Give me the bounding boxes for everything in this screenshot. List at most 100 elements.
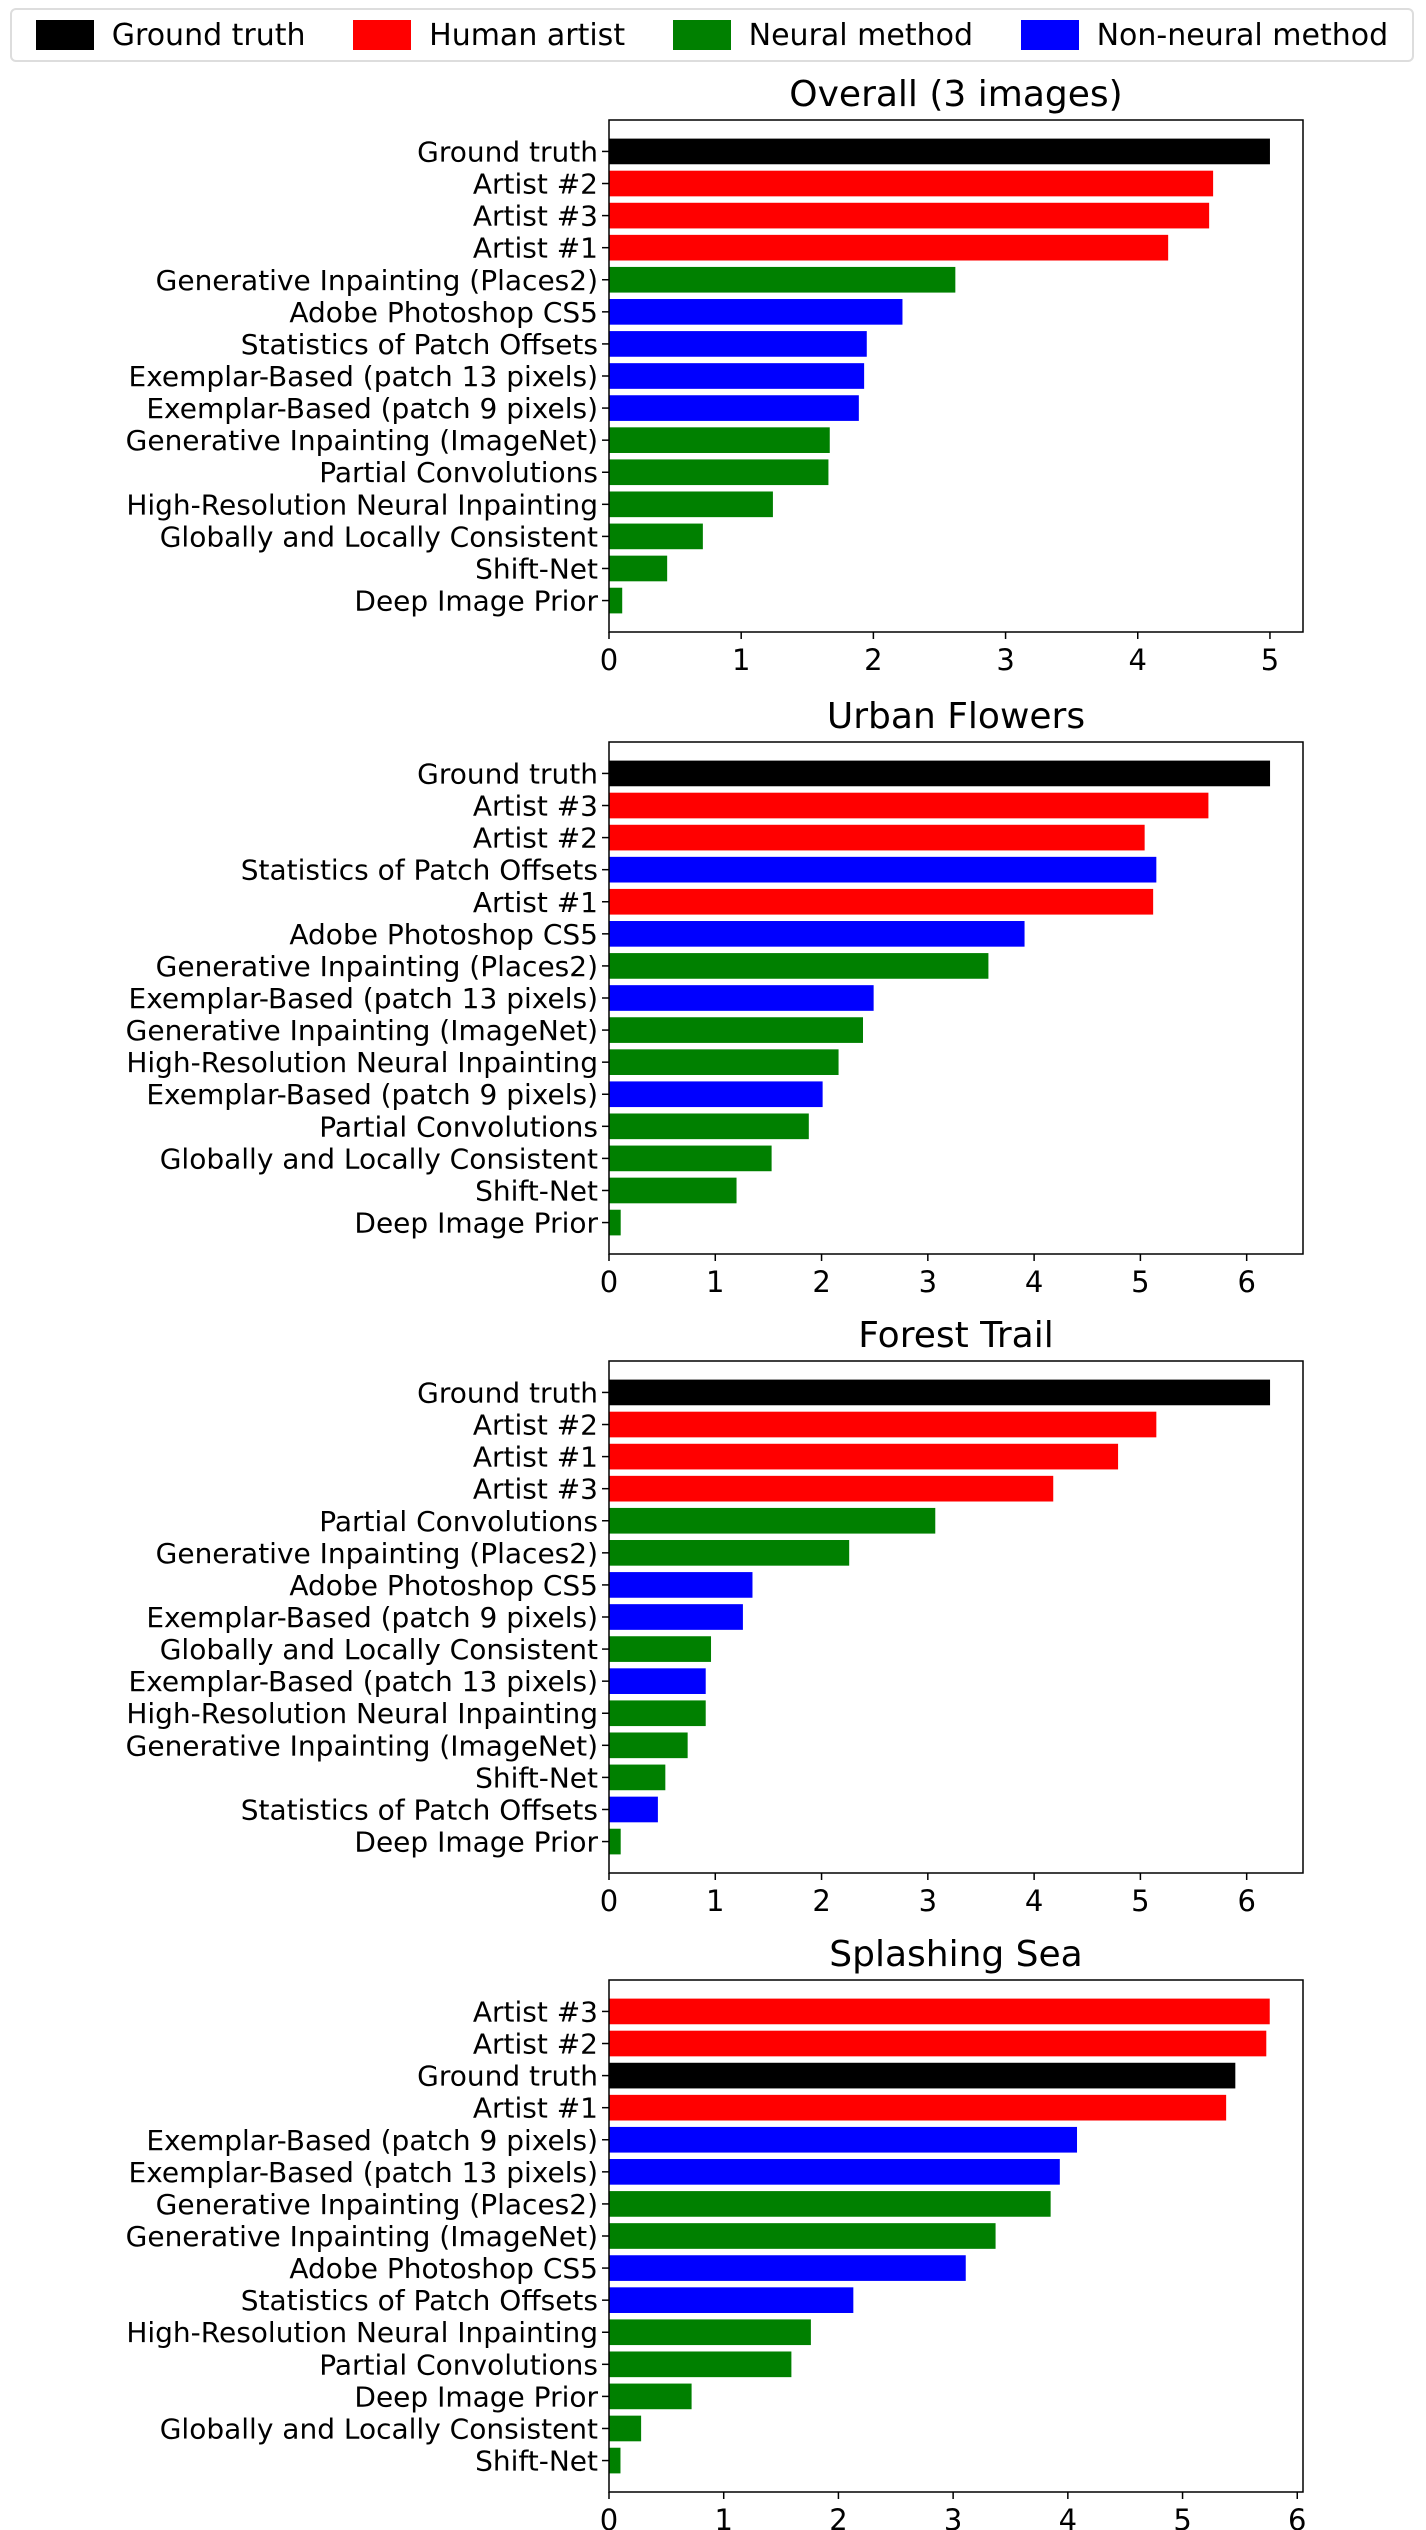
chart-title: Splashing Sea bbox=[829, 1934, 1083, 1975]
bar bbox=[609, 1379, 1271, 1406]
legend-label: Non-neural method bbox=[1096, 17, 1389, 53]
y-tick-label: Exemplar-Based (patch 13 pixels) bbox=[129, 2156, 598, 2189]
bar bbox=[609, 1668, 706, 1694]
bar bbox=[609, 1604, 743, 1630]
bar bbox=[609, 1764, 666, 1791]
y-tick-label: Partial Convolutions bbox=[319, 2348, 598, 2381]
bar bbox=[609, 2415, 642, 2442]
x-tick-label: 3 bbox=[996, 643, 1014, 677]
x-tick-label: 3 bbox=[919, 1884, 937, 1918]
bar bbox=[609, 1443, 1119, 1470]
x-tick-label: 0 bbox=[600, 643, 618, 677]
x-tick-label: 3 bbox=[944, 2503, 962, 2530]
x-tick-label: 5 bbox=[1261, 643, 1279, 677]
legend-item-ground-truth: Ground truth bbox=[35, 17, 306, 53]
x-tick-label: 6 bbox=[1237, 1884, 1255, 1918]
y-tick-label: Partial Convolutions bbox=[319, 1110, 598, 1143]
x-tick-label: 4 bbox=[1025, 1265, 1043, 1299]
y-tick-label: Partial Convolutions bbox=[319, 456, 598, 489]
bar bbox=[609, 1572, 753, 1598]
y-tick-label: Generative Inpainting (ImageNet) bbox=[126, 1729, 598, 1762]
y-tick-label: High-Resolution Neural Inpainting bbox=[126, 488, 598, 521]
x-tick-label: 6 bbox=[1237, 1265, 1255, 1299]
y-tick-label: Exemplar-Based (patch 13 pixels) bbox=[129, 360, 598, 393]
bar bbox=[609, 1113, 809, 1140]
bar bbox=[609, 299, 903, 325]
y-tick-label: Statistics of Patch Offsets bbox=[241, 1793, 598, 1826]
y-tick-label: High-Resolution Neural Inpainting bbox=[126, 2316, 598, 2349]
y-tick-label: Shift-Net bbox=[475, 2445, 598, 2478]
y-tick-label: Artist #2 bbox=[473, 2028, 598, 2061]
bar bbox=[609, 888, 1154, 915]
y-tick-label: Artist #3 bbox=[473, 790, 598, 823]
bar bbox=[609, 491, 773, 518]
y-tick-label: Shift-Net bbox=[475, 552, 598, 585]
x-tick-label: 2 bbox=[812, 1884, 830, 1918]
bar bbox=[609, 2094, 1227, 2121]
y-tick-label: Adobe Photoshop CS5 bbox=[289, 296, 598, 329]
bar bbox=[609, 2062, 1236, 2089]
bar bbox=[609, 921, 1025, 947]
x-tick-label: 1 bbox=[706, 1265, 724, 1299]
bar bbox=[609, 2287, 854, 2313]
y-tick-label: Deep Image Prior bbox=[354, 1207, 598, 1240]
y-tick-label: Artist #1 bbox=[473, 886, 598, 919]
bar bbox=[609, 2191, 1051, 2217]
bar bbox=[609, 138, 1270, 165]
bar bbox=[609, 1081, 823, 1108]
plot-frame bbox=[608, 1360, 1304, 1874]
bar bbox=[609, 856, 1157, 883]
bar bbox=[609, 555, 668, 582]
y-tick-label: Adobe Photoshop CS5 bbox=[289, 1569, 598, 1602]
chart-title: Urban Flowers bbox=[827, 696, 1085, 737]
y-tick-label: Exemplar-Based (patch 9 pixels) bbox=[146, 1601, 598, 1634]
bar bbox=[609, 170, 1214, 197]
y-tick-label: Generative Inpainting (ImageNet) bbox=[126, 2220, 598, 2253]
bar bbox=[609, 2126, 1078, 2153]
x-tick-label: 0 bbox=[600, 1884, 618, 1918]
bar bbox=[609, 395, 859, 421]
x-tick-label: 3 bbox=[919, 1265, 937, 1299]
y-tick-label: Generative Inpainting (Places2) bbox=[156, 2188, 598, 2221]
bar bbox=[609, 1017, 864, 1043]
y-tick-label: High-Resolution Neural Inpainting bbox=[126, 1046, 598, 1079]
y-tick-label: Artist #2 bbox=[473, 168, 598, 201]
bar bbox=[609, 2319, 811, 2346]
y-tick-label: Globally and Locally Consistent bbox=[160, 1633, 598, 1666]
y-tick-label: Artist #3 bbox=[473, 1473, 598, 1506]
bar bbox=[609, 2030, 1267, 2057]
legend-label: Ground truth bbox=[111, 17, 306, 53]
y-tick-label: Artist #1 bbox=[473, 232, 598, 265]
bar bbox=[609, 523, 703, 550]
y-tick-label: Statistics of Patch Offsets bbox=[241, 2284, 598, 2317]
chart-title: Overall (3 images) bbox=[789, 74, 1122, 115]
y-tick-label: Artist #2 bbox=[473, 1409, 598, 1442]
bar bbox=[609, 587, 623, 614]
bar bbox=[609, 1049, 839, 1075]
y-tick-label: Artist #3 bbox=[473, 200, 598, 233]
bar bbox=[609, 824, 1145, 851]
y-tick-label: Adobe Photoshop CS5 bbox=[289, 918, 598, 951]
plot-frame bbox=[608, 741, 1304, 1255]
legend-label: Neural method bbox=[748, 17, 974, 53]
y-tick-label: Generative Inpainting (Places2) bbox=[156, 950, 598, 983]
bar bbox=[609, 1828, 621, 1855]
bar bbox=[609, 1540, 850, 1566]
bar bbox=[609, 1796, 658, 1823]
y-tick-label: Statistics of Patch Offsets bbox=[241, 328, 598, 361]
x-tick-label: 5 bbox=[1131, 1884, 1149, 1918]
bar bbox=[609, 459, 829, 486]
bar bbox=[609, 202, 1210, 229]
bar bbox=[609, 1998, 1270, 2025]
legend: Ground truth Human artist Neural method … bbox=[10, 8, 1414, 62]
bar bbox=[609, 1732, 688, 1759]
y-tick-label: Shift-Net bbox=[475, 1174, 598, 1207]
bar bbox=[609, 792, 1209, 819]
y-tick-label: Generative Inpainting (ImageNet) bbox=[126, 1014, 598, 1047]
y-tick-label: Exemplar-Based (patch 13 pixels) bbox=[129, 982, 598, 1015]
y-tick-label: Deep Image Prior bbox=[354, 585, 598, 618]
x-tick-label: 1 bbox=[714, 2503, 732, 2530]
x-tick-label: 4 bbox=[1059, 2503, 1077, 2530]
y-tick-label: Partial Convolutions bbox=[319, 1505, 598, 1538]
